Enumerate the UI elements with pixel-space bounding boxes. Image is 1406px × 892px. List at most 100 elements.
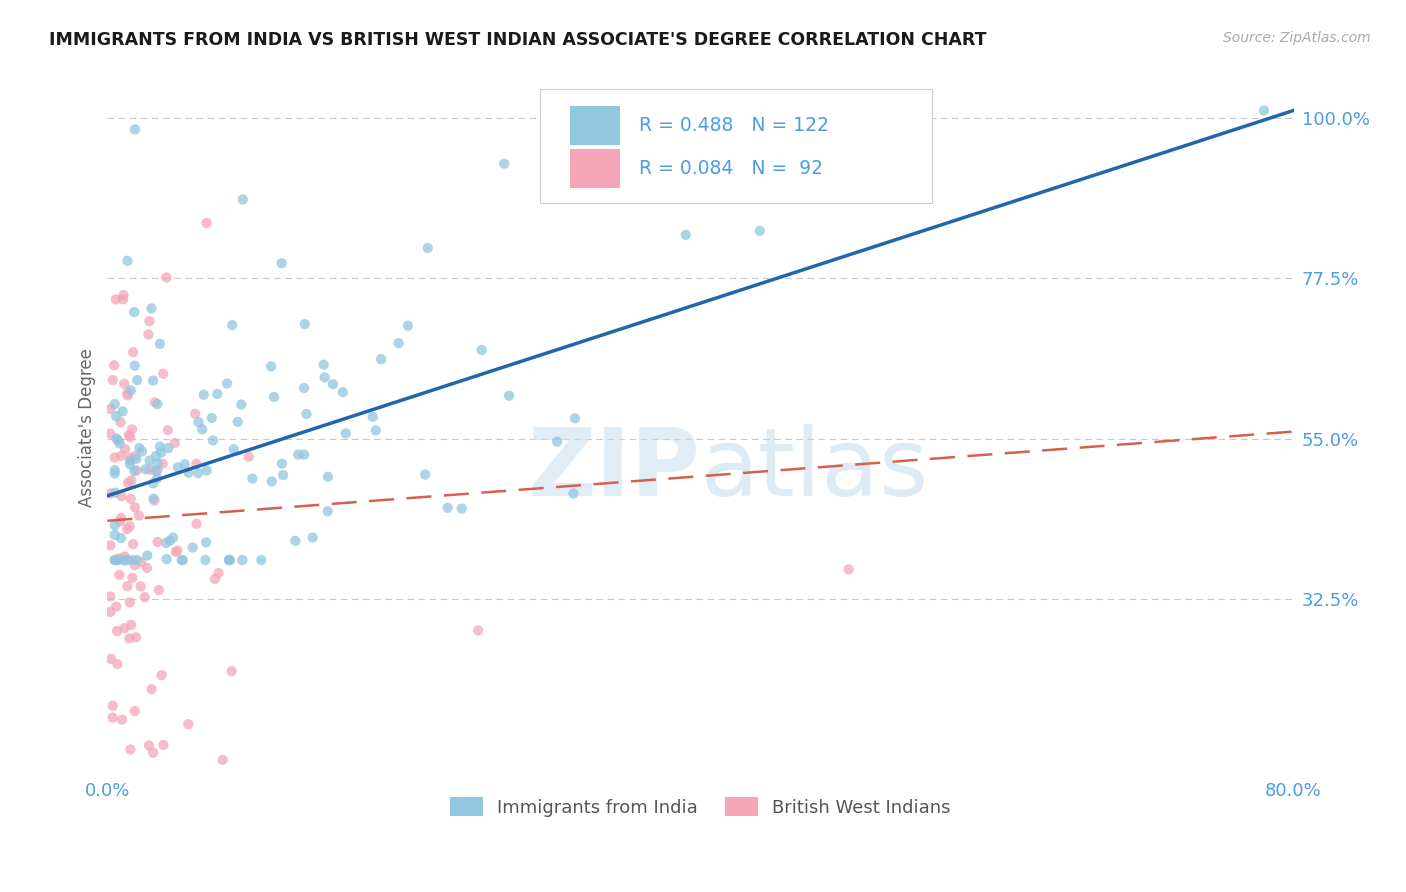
Point	[193, 388, 215, 402]
Point	[218, 553, 240, 567]
Point	[207, 566, 229, 580]
Point	[124, 704, 146, 718]
Point	[218, 553, 240, 567]
Point	[121, 422, 143, 436]
Point	[138, 314, 160, 328]
Point	[120, 742, 142, 756]
Point	[112, 288, 135, 302]
Point	[98, 486, 121, 500]
Point	[546, 434, 568, 449]
Point	[186, 516, 208, 531]
Point	[186, 457, 208, 471]
Point	[142, 746, 165, 760]
Point	[120, 474, 142, 488]
Point	[110, 511, 132, 525]
Point	[335, 426, 357, 441]
Point	[155, 536, 177, 550]
Point	[121, 571, 143, 585]
Point	[150, 668, 173, 682]
Point	[142, 476, 165, 491]
Point	[124, 464, 146, 478]
Point	[115, 522, 138, 536]
Point	[104, 397, 127, 411]
Point	[101, 373, 124, 387]
Point	[124, 359, 146, 373]
Point	[295, 407, 318, 421]
Point	[125, 553, 148, 567]
Point	[181, 541, 204, 555]
Point	[156, 552, 179, 566]
Point	[1253, 103, 1275, 118]
Point	[221, 664, 243, 678]
Point	[238, 450, 260, 464]
Point	[240, 472, 263, 486]
Legend: Immigrants from India, British West Indians: Immigrants from India, British West Indi…	[443, 790, 957, 824]
Point	[127, 373, 149, 387]
Point	[271, 457, 294, 471]
Point	[112, 553, 135, 567]
Point	[104, 450, 127, 465]
Point	[125, 630, 148, 644]
Point	[316, 504, 339, 518]
Point	[226, 415, 249, 429]
Point	[110, 449, 132, 463]
Point	[108, 568, 131, 582]
Point	[146, 535, 169, 549]
Point	[219, 553, 242, 567]
Point	[131, 555, 153, 569]
Point	[194, 553, 217, 567]
Point	[128, 508, 150, 523]
Point	[222, 442, 245, 457]
Point	[120, 450, 142, 465]
Point	[152, 738, 174, 752]
Point	[370, 352, 392, 367]
Point	[117, 386, 139, 401]
Point	[114, 549, 136, 564]
Point	[146, 397, 169, 411]
Point	[124, 558, 146, 573]
Point	[124, 449, 146, 463]
Y-axis label: Associate's Degree: Associate's Degree	[79, 349, 96, 508]
Point	[471, 343, 494, 357]
Point	[121, 553, 143, 567]
Point	[117, 475, 139, 490]
Point	[111, 404, 134, 418]
Point	[104, 528, 127, 542]
Point	[107, 434, 129, 448]
Point	[564, 411, 586, 425]
Point	[195, 535, 218, 549]
Point	[436, 500, 458, 515]
Point	[152, 457, 174, 471]
Point	[104, 463, 127, 477]
Point	[128, 441, 150, 455]
Point	[138, 327, 160, 342]
Point	[114, 442, 136, 456]
Point	[122, 345, 145, 359]
Point	[231, 553, 253, 567]
Point	[150, 446, 173, 460]
Point	[141, 682, 163, 697]
Point	[111, 713, 134, 727]
Point	[149, 440, 172, 454]
Text: IMMIGRANTS FROM INDIA VS BRITISH WEST INDIAN ASSOCIATE'S DEGREE CORRELATION CHAR: IMMIGRANTS FROM INDIA VS BRITISH WEST IN…	[49, 31, 987, 49]
Point	[118, 428, 141, 442]
Point	[162, 531, 184, 545]
Point	[108, 551, 131, 566]
Point	[98, 426, 121, 441]
Point	[284, 533, 307, 548]
Point	[141, 301, 163, 316]
Point	[211, 753, 233, 767]
Point	[110, 489, 132, 503]
Point	[155, 270, 177, 285]
Point	[184, 407, 207, 421]
Point	[808, 153, 831, 167]
Point	[105, 624, 128, 639]
Point	[270, 256, 292, 270]
Point	[108, 515, 131, 529]
Point	[136, 561, 159, 575]
Point	[292, 381, 315, 395]
Point	[142, 374, 165, 388]
Point	[104, 485, 127, 500]
Point	[129, 579, 152, 593]
Text: R = 0.488   N = 122: R = 0.488 N = 122	[638, 116, 828, 135]
